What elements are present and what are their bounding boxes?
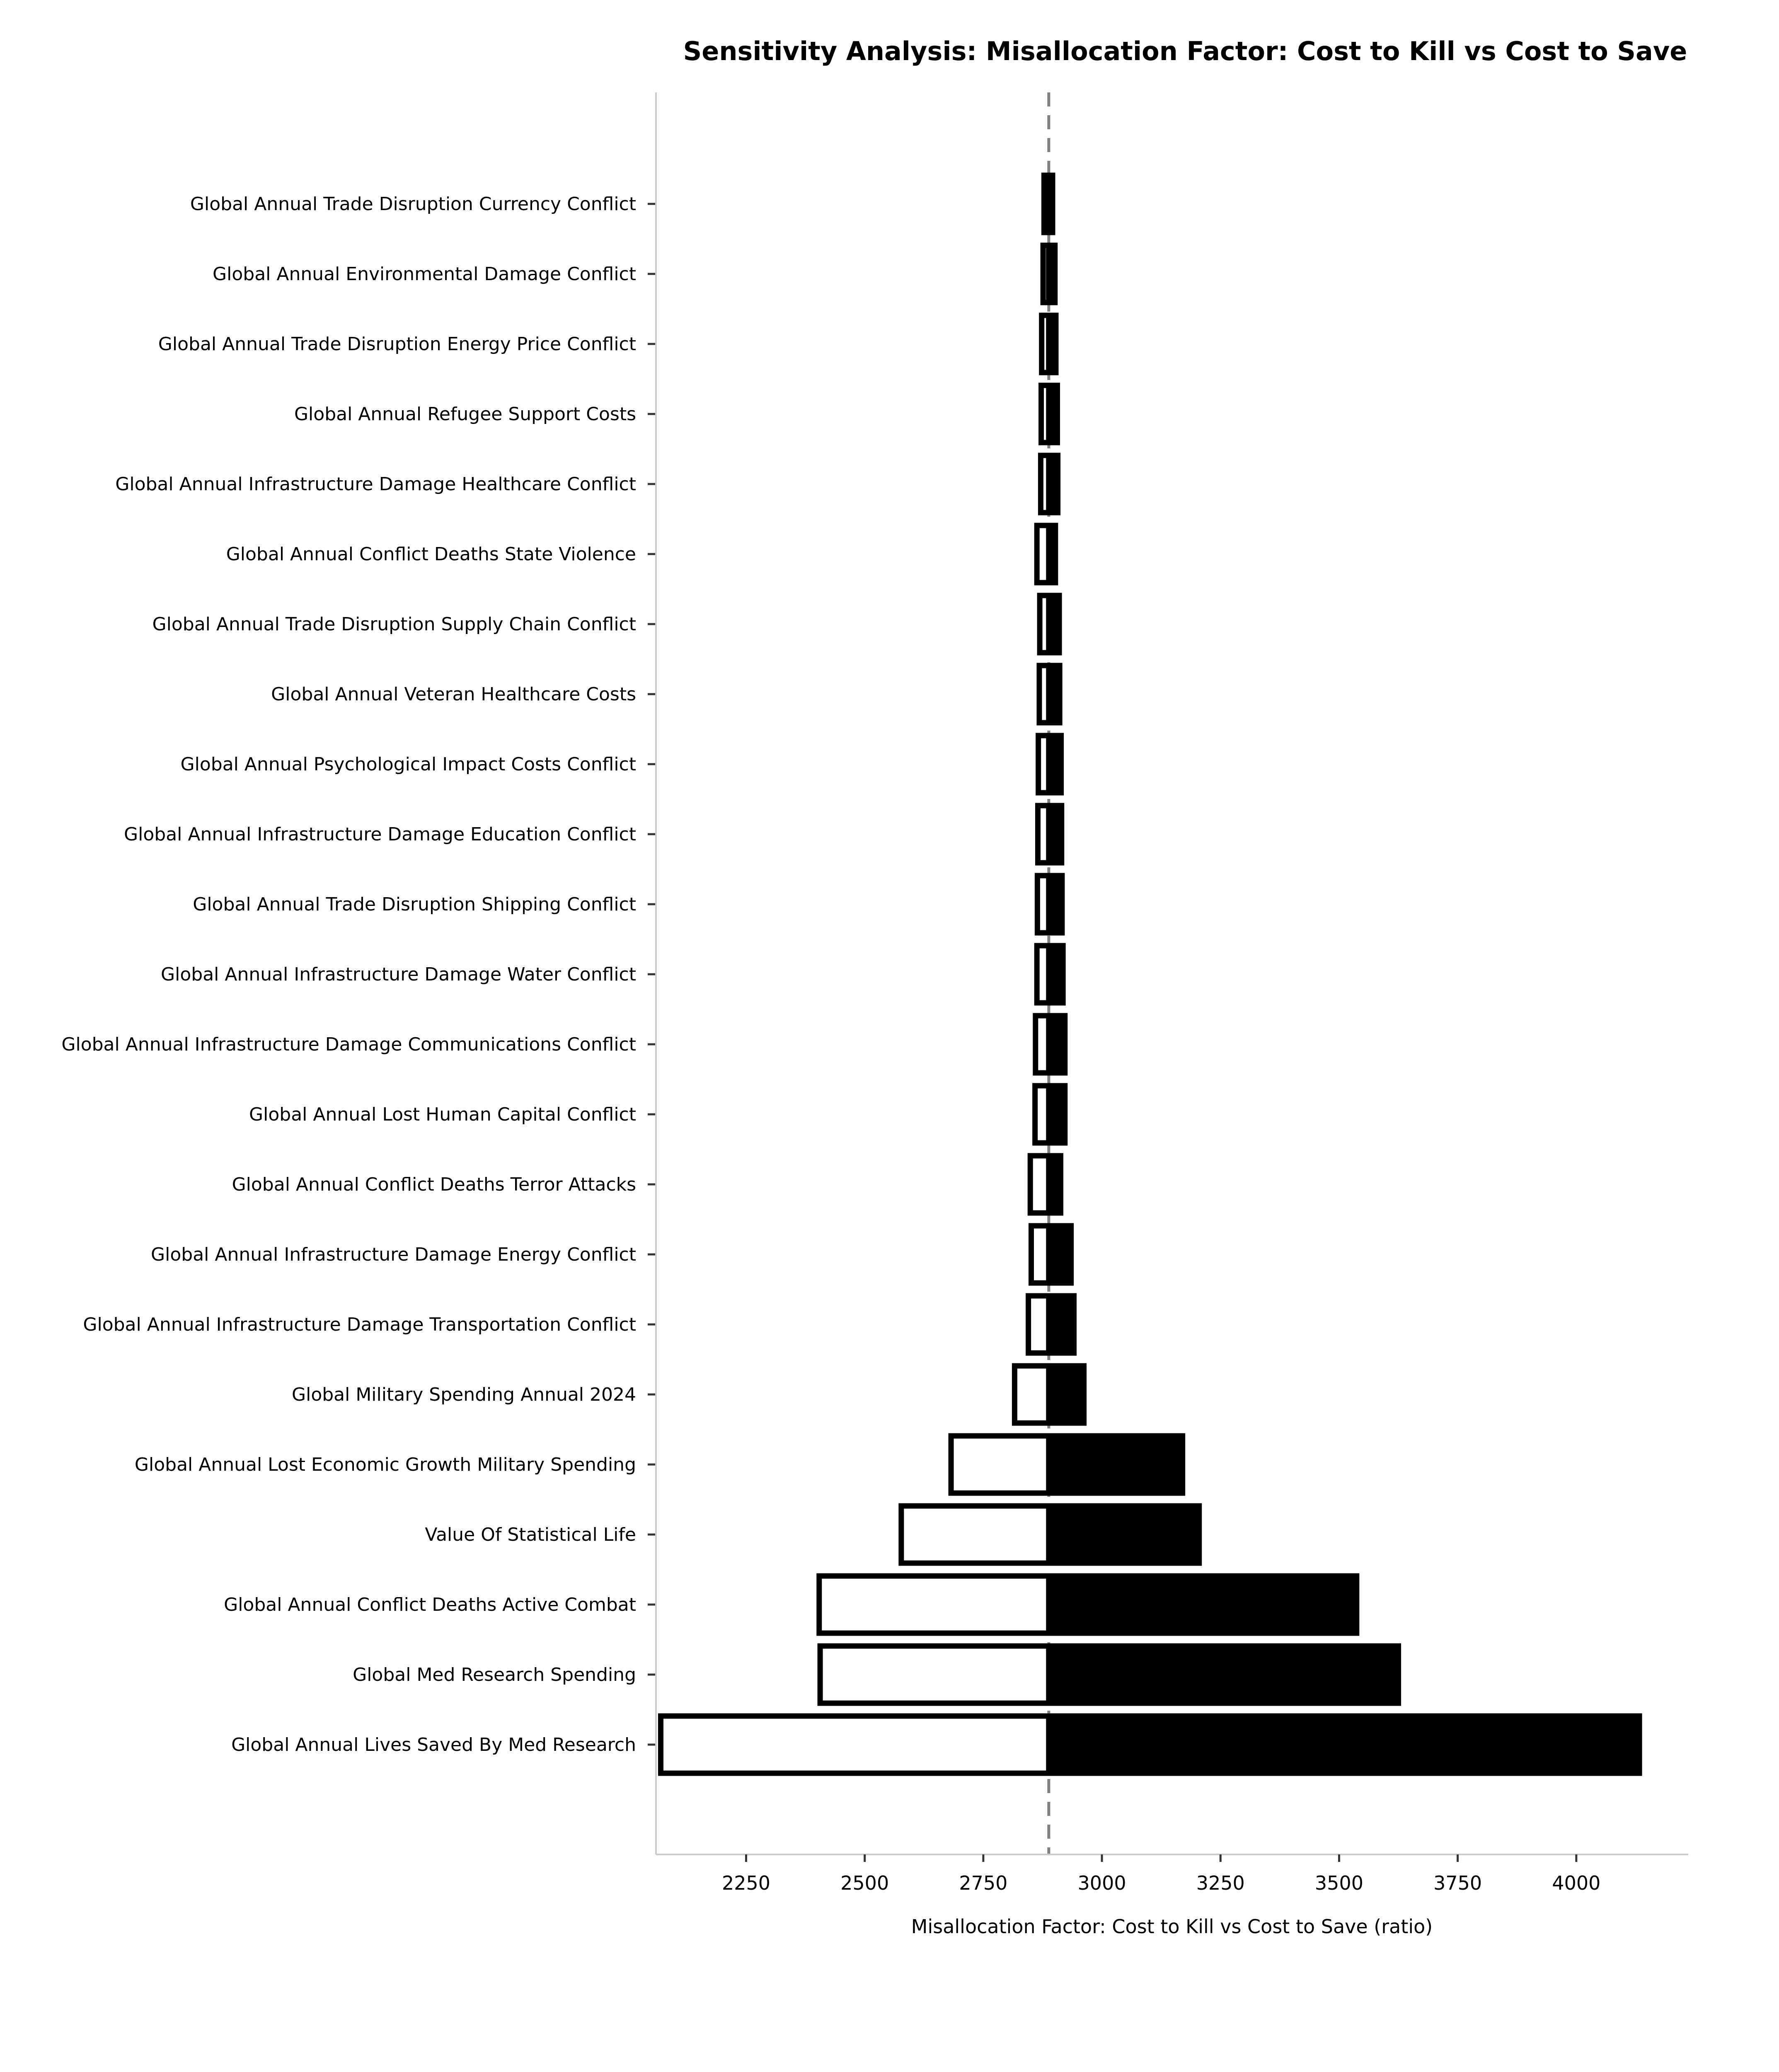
tornado-bar-high: [1046, 663, 1063, 726]
tornado-bar-low: [658, 1713, 1052, 1776]
y-axis-label: Global Annual Infrastructure Damage Heal…: [115, 474, 636, 495]
tornado-bar-high: [1046, 1503, 1202, 1566]
x-axis-tick-label: 2250: [722, 1872, 770, 1894]
y-axis-label: Global Annual Infrastructure Damage Comm…: [61, 1034, 636, 1055]
bars-layer: [658, 172, 1642, 1776]
tornado-bar-high: [1046, 1223, 1074, 1286]
tornado-bar-low: [1026, 1293, 1052, 1356]
tornado-bar-low: [817, 1643, 1052, 1706]
x-axis-tick-label: 3000: [1078, 1872, 1126, 1894]
x-axis-tick-label: 2500: [840, 1872, 889, 1894]
tornado-bar-high: [1046, 1013, 1068, 1076]
y-axis-label: Global Annual Infrastructure Damage Tran…: [83, 1314, 636, 1335]
tornado-bar-low: [1027, 1153, 1052, 1216]
x-axis-tick-label: 3750: [1433, 1872, 1482, 1894]
tornado-bar-high: [1046, 1363, 1087, 1426]
tornado-bar-high: [1046, 242, 1058, 305]
y-axis-label: Global Annual Lost Economic Growth Milit…: [135, 1454, 636, 1475]
tornado-bar-low: [1012, 1363, 1052, 1426]
x-axis-tick-label: 3250: [1196, 1872, 1245, 1894]
y-axis-label: Global Annual Lives Saved By Med Researc…: [231, 1734, 636, 1755]
tornado-bar-high: [1046, 1083, 1068, 1146]
tornado-bar-high: [1046, 172, 1055, 235]
y-axis-label: Global Annual Conflict Deaths Active Com…: [224, 1594, 636, 1615]
y-axis-label: Global Annual Conflict Deaths Terror Att…: [232, 1174, 636, 1195]
y-axis-label: Global Annual Conflict Deaths State Viol…: [226, 544, 636, 565]
tornado-bar-high: [1046, 1153, 1063, 1216]
tornado-bar-high: [1046, 1643, 1401, 1706]
y-axis-label: Global Annual Infrastructure Damage Ener…: [151, 1244, 636, 1265]
chart-title: Sensitivity Analysis: Misallocation Fact…: [683, 36, 1687, 66]
tornado-bar-high: [1046, 943, 1066, 1006]
x-axis-title: Misallocation Factor: Cost to Kill vs Co…: [911, 1915, 1433, 1938]
tornado-bar-high: [1046, 382, 1060, 445]
y-axis-label: Global Annual Refugee Support Costs: [294, 404, 636, 425]
tornado-bar-high: [1046, 1293, 1077, 1356]
tornado-bar-high: [1046, 523, 1058, 586]
y-axis-label: Global Annual Lost Human Capital Conflic…: [249, 1104, 636, 1125]
y-axis-label: Global Annual Veteran Healthcare Costs: [271, 684, 636, 705]
y-axis-label: Global Med Research Spending: [353, 1664, 636, 1685]
tornado-bar-low: [898, 1503, 1052, 1566]
y-axis-label: Global Military Spending Annual 2024: [292, 1384, 636, 1405]
y-axis-label: Global Annual Environmental Damage Confl…: [213, 264, 636, 285]
y-axis-label: Global Annual Infrastructure Damage Wate…: [161, 964, 636, 985]
y-axis-label: Global Annual Trade Disruption Supply Ch…: [152, 614, 636, 635]
tornado-bar-low: [948, 1433, 1052, 1496]
x-axis-tick-label: 3500: [1315, 1872, 1363, 1894]
axes-layer: Global Annual Trade Disruption Currency …: [61, 92, 1688, 1894]
y-axis-label: Global Annual Trade Disruption Energy Pr…: [158, 334, 636, 355]
x-axis-tick-label: 4000: [1552, 1872, 1600, 1894]
tornado-bar-low: [816, 1573, 1052, 1636]
y-axis-label: Global Annual Infrastructure Damage Educ…: [124, 824, 636, 845]
tornado-bar-high: [1046, 312, 1059, 375]
y-axis-label: Global Annual Trade Disruption Currency …: [190, 194, 636, 215]
x-axis-tick-label: 2750: [959, 1872, 1007, 1894]
tornado-bar-high: [1046, 1713, 1642, 1776]
y-axis-label: Value Of Statistical Life: [425, 1524, 636, 1545]
y-axis-label: Global Annual Psychological Impact Costs…: [181, 754, 636, 775]
tornado-bar-high: [1046, 873, 1065, 936]
tornado-bar-high: [1046, 1433, 1186, 1496]
tornado-bar-high: [1046, 733, 1064, 796]
tornado-bar-high: [1046, 1573, 1360, 1636]
tornado-bar-high: [1046, 593, 1062, 656]
y-axis-label: Global Annual Trade Disruption Shipping …: [193, 894, 636, 915]
tornado-bar-high: [1046, 453, 1061, 516]
tornado-bar-high: [1046, 803, 1065, 866]
